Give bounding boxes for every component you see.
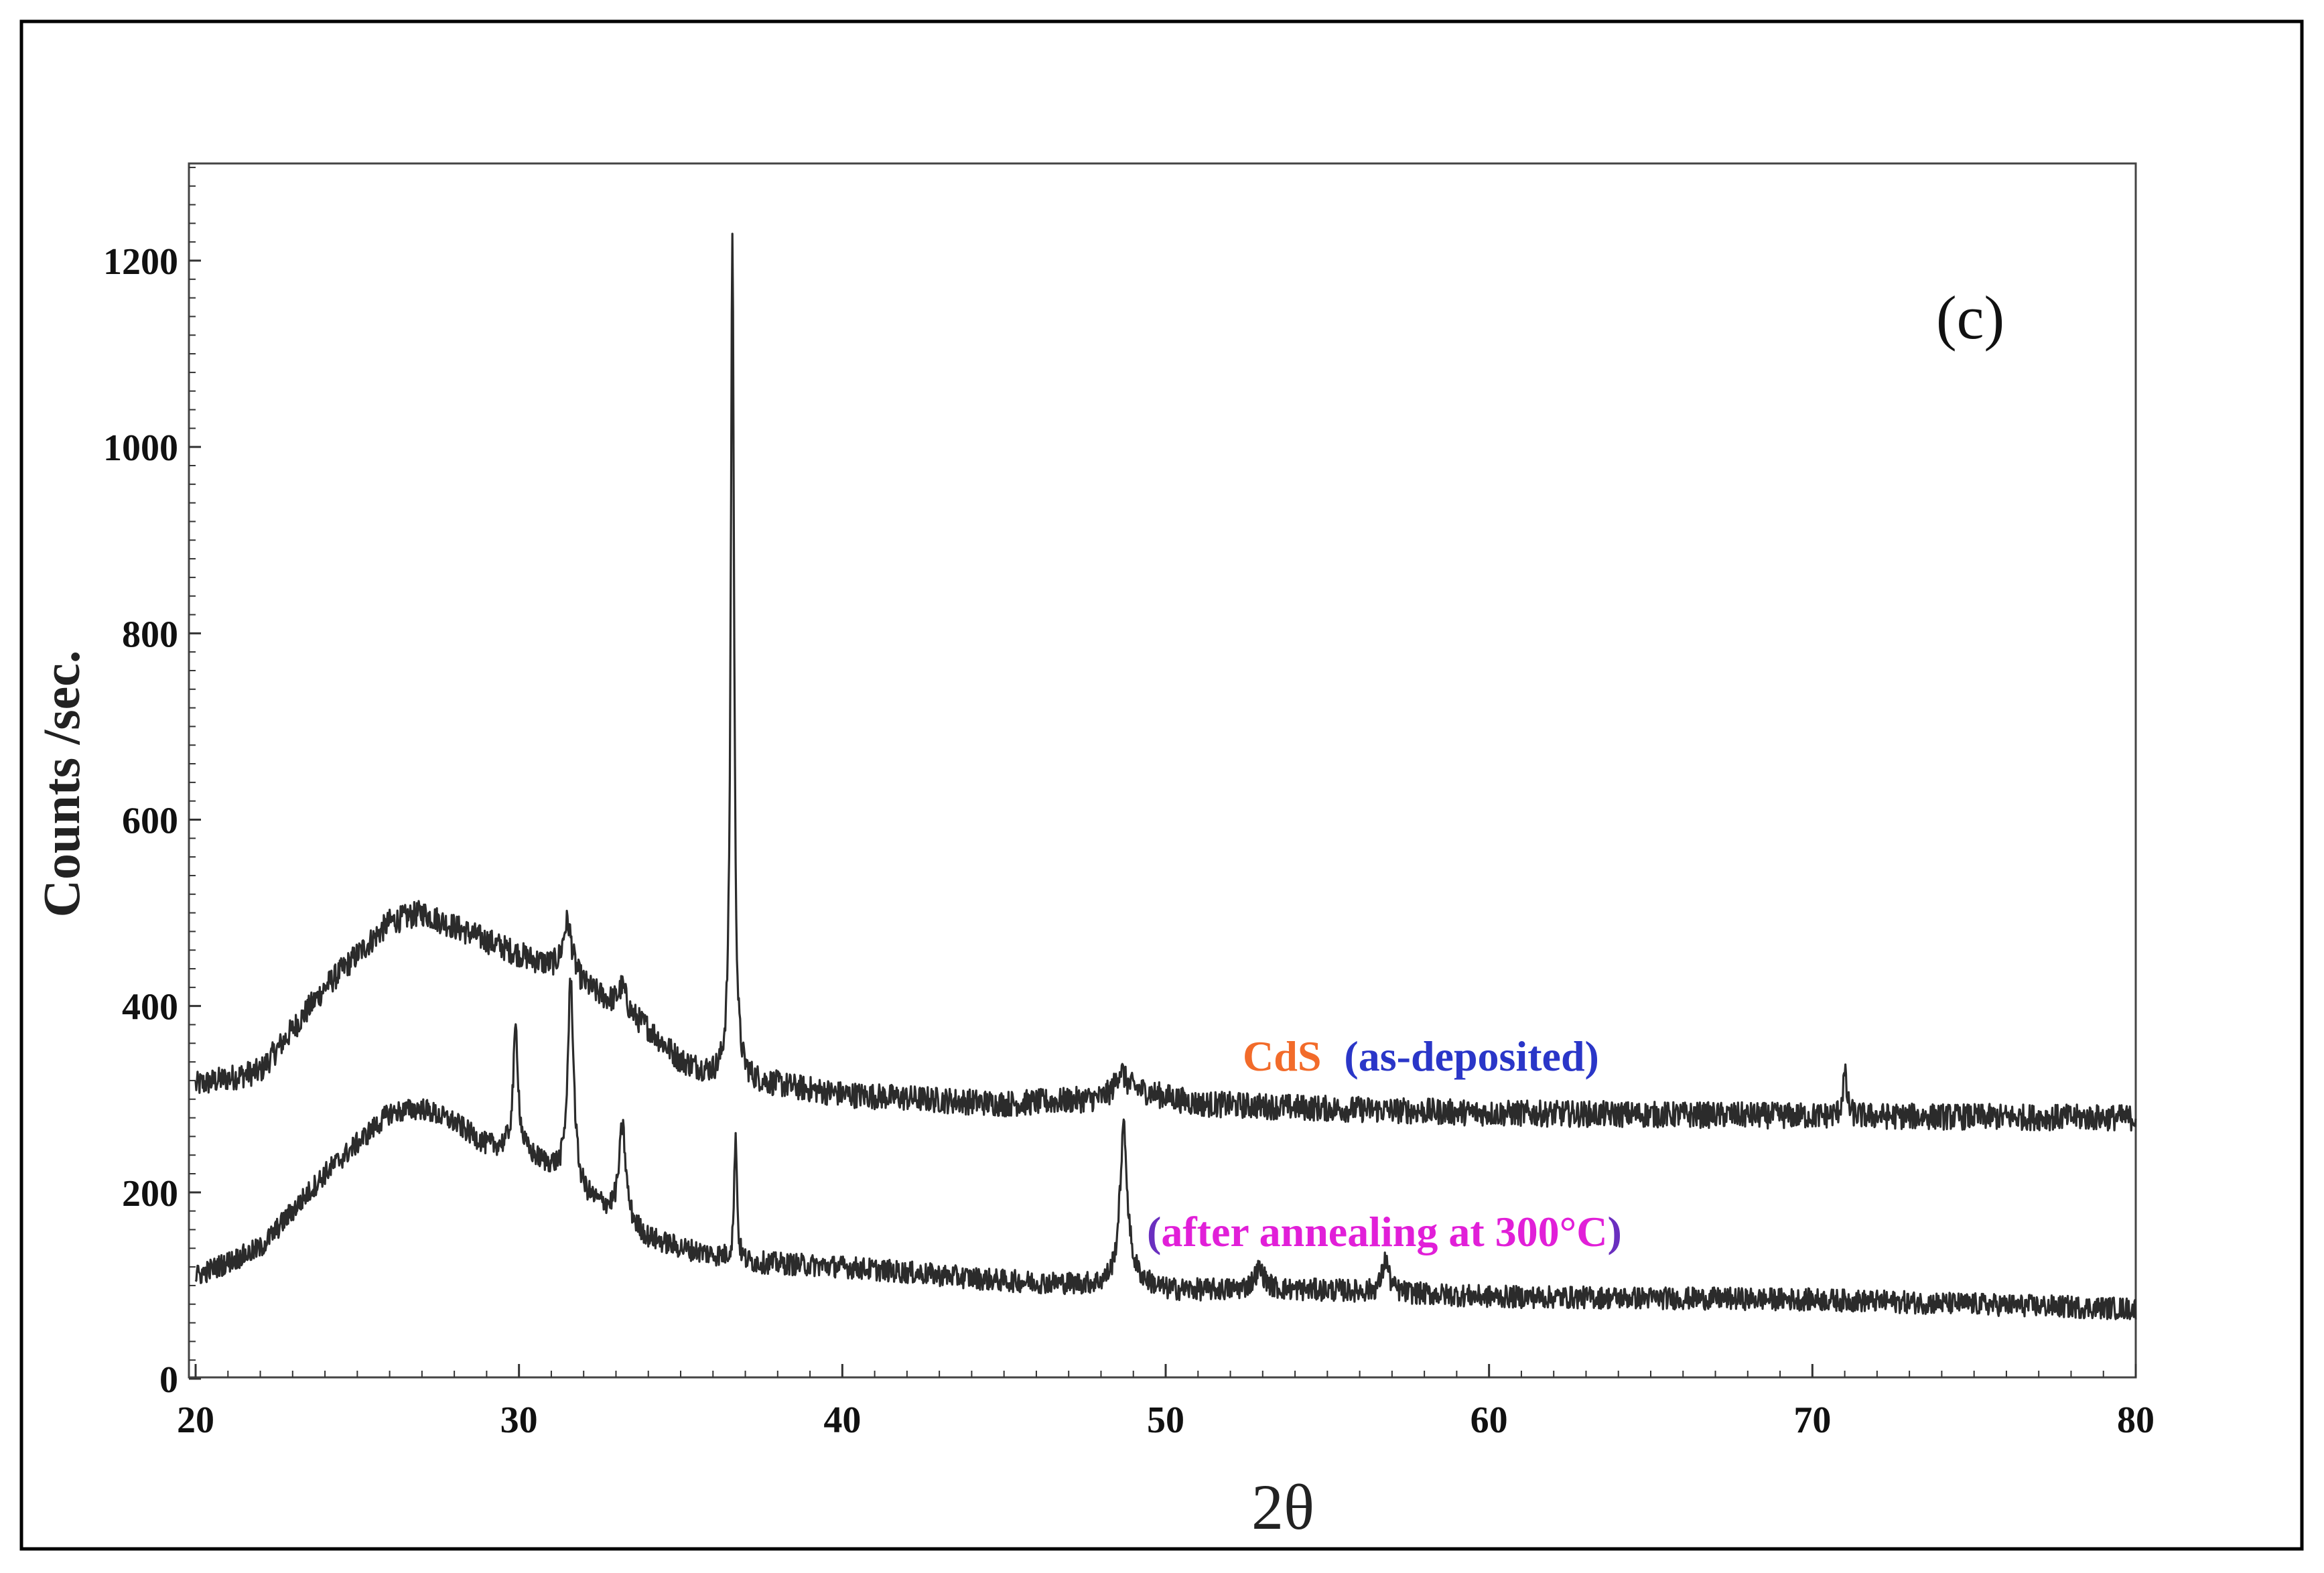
y-axis: 0 200 400 600 800 1000 1200 bbox=[103, 166, 201, 1401]
legend-close-paren-annealed: ) bbox=[1607, 1208, 1621, 1255]
x-tick-label: 30 bbox=[500, 1399, 538, 1441]
series-line-annealed bbox=[194, 977, 2137, 1320]
legend-open-paren: ( bbox=[1344, 1032, 1358, 1080]
y-tick-label: 1000 bbox=[103, 427, 178, 469]
outer-frame bbox=[19, 19, 2304, 1551]
legend-open-paren-annealed: ( bbox=[1147, 1208, 1161, 1255]
legend-condition-as-deposited: as-deposited bbox=[1359, 1032, 1585, 1080]
x-axis-title: 2θ bbox=[1251, 1471, 1314, 1543]
y-tick-label: 1200 bbox=[103, 241, 178, 283]
x-tick-label: 80 bbox=[2117, 1399, 2155, 1441]
y-tick-label: 400 bbox=[122, 987, 178, 1028]
x-axis: 20 30 40 50 60 70 80 bbox=[177, 1364, 2155, 1441]
legend-condition-annealed: after annealing at 300°C bbox=[1161, 1208, 1607, 1255]
x-tick-label: 40 bbox=[823, 1399, 861, 1441]
y-axis-title: Counts /sec. bbox=[32, 651, 90, 918]
x-tick-label: 20 bbox=[177, 1399, 214, 1441]
x-tick-label: 70 bbox=[1793, 1399, 1831, 1441]
panel-label: (c) bbox=[1936, 283, 2004, 352]
x-tick-label: 60 bbox=[1471, 1399, 1508, 1441]
y-tick-label: 200 bbox=[122, 1173, 178, 1215]
legend-material: CdS bbox=[1243, 1032, 1321, 1080]
legend-label-annealed: (after annealing at 300°C) bbox=[1147, 1208, 1622, 1255]
plot-frame bbox=[188, 162, 2137, 1379]
legend-close-paren: ) bbox=[1585, 1032, 1599, 1080]
legend-label-as-deposited: CdS (as-deposited) bbox=[1243, 1032, 1599, 1080]
series-line-as-deposited bbox=[194, 232, 2137, 1132]
y-tick-label: 800 bbox=[122, 614, 178, 655]
x-tick-label: 50 bbox=[1147, 1399, 1184, 1441]
y-tick-label: 600 bbox=[122, 801, 178, 842]
y-tick-label: 0 bbox=[159, 1359, 178, 1401]
